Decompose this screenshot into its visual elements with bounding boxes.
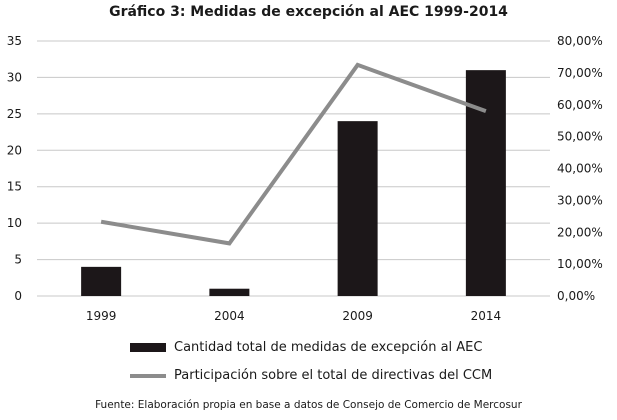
y2-tick-label: 20,00% [557, 225, 603, 239]
y2-tick-label: 30,00% [557, 193, 603, 207]
x-axis: 1999 2004 2009 2014 [86, 309, 501, 323]
y-tick-label: 15 [7, 180, 22, 194]
y2-tick-label: 0,00% [557, 289, 595, 303]
bar [81, 266, 122, 296]
legend-item-bar: Cantidad total de medidas de excepción a… [130, 340, 482, 355]
bar-series [81, 70, 506, 297]
bar [209, 288, 250, 296]
y-tick-label: 10 [7, 216, 22, 230]
x-tick-label: 2004 [214, 309, 245, 323]
legend-line-label: Participación sobre el total de directiv… [174, 368, 493, 383]
legend-item-line: Participación sobre el total de directiv… [130, 368, 492, 383]
series-line [100, 62, 487, 246]
y-tick-label: 5 [14, 253, 22, 267]
right-axis: 0,00% 10,00% 20,00% 30,00% 40,00% 50,00% 60,00… [557, 34, 603, 303]
line-series [100, 62, 487, 246]
legend-line-swatch [130, 373, 166, 378]
x-tick-label: 2014 [471, 309, 502, 323]
chart-title: Gráfico 3: Medidas de excepción al AEC 1… [109, 4, 508, 20]
x-tick-label: 2009 [342, 309, 373, 323]
source-note: Fuente: Elaboración propia en base a dat… [95, 399, 522, 411]
x-tick-label: 1999 [86, 309, 117, 323]
y2-tick-label: 10,00% [557, 257, 603, 271]
left-axis: 0 5 10 15 20 25 30 35 [7, 34, 22, 303]
legend-bar-label: Cantidad total de medidas de excepción a… [174, 340, 483, 355]
y-tick-label: 0 [14, 289, 22, 303]
y2-tick-label: 40,00% [557, 162, 603, 176]
y2-tick-label: 60,00% [557, 98, 603, 112]
y2-tick-label: 80,00% [557, 34, 603, 48]
bar [337, 121, 378, 297]
y-tick-label: 30 [7, 70, 22, 84]
y-tick-label: 20 [7, 143, 22, 157]
y2-tick-label: 50,00% [557, 130, 603, 144]
y-tick-label: 35 [7, 34, 22, 48]
legend-bar-swatch [130, 343, 166, 352]
y-tick-label: 25 [7, 107, 22, 121]
grid-lines [37, 40, 550, 297]
y2-tick-label: 70,00% [557, 66, 603, 80]
